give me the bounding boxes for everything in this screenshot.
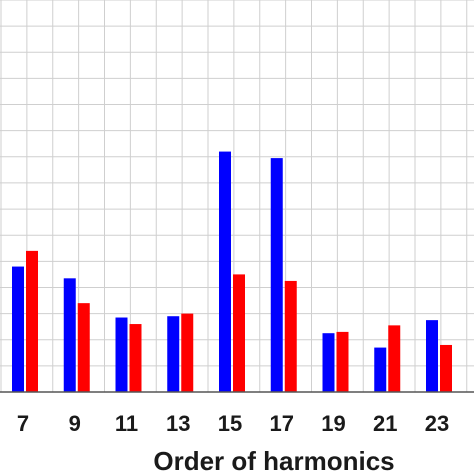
bar-blue-21 [374, 347, 387, 392]
x-tick-label-7: 7 [17, 411, 29, 436]
x-tick-label-23: 23 [425, 411, 449, 436]
bar-blue-13 [167, 316, 180, 392]
bar-red-19 [336, 331, 349, 392]
x-tick-label-13: 13 [166, 411, 190, 436]
bar-red-11 [129, 324, 142, 392]
bar-red-9 [77, 303, 90, 392]
bar-blue-7 [12, 266, 24, 392]
bar-blue-19 [322, 333, 335, 392]
x-axis-title: Order of harmonics [153, 446, 394, 474]
bar-red-23 [440, 344, 452, 392]
x-tick-label-17: 17 [270, 411, 294, 436]
grid-lines [0, 0, 474, 393]
bar-blue-11 [115, 317, 128, 392]
x-tick-labels: 7 9 11 13 15 17 19 21 23 [17, 411, 449, 436]
bar-blue-15 [219, 151, 231, 392]
bar-red-13 [181, 313, 194, 392]
bar-red-7 [26, 250, 38, 392]
x-tick-label-19: 19 [321, 411, 345, 436]
x-tick-label-21: 21 [373, 411, 397, 436]
bar-blue-23 [426, 320, 438, 392]
x-tick-label-11: 11 [115, 411, 138, 436]
bar-red-17 [284, 280, 297, 392]
x-tick-label-15: 15 [218, 411, 242, 436]
bar-blue-9 [63, 278, 76, 392]
bar-red-21 [388, 325, 401, 392]
x-tick-label-9: 9 [69, 411, 81, 436]
bar-blue-17 [270, 158, 283, 392]
bars [12, 151, 452, 392]
bar-red-15 [233, 274, 245, 392]
